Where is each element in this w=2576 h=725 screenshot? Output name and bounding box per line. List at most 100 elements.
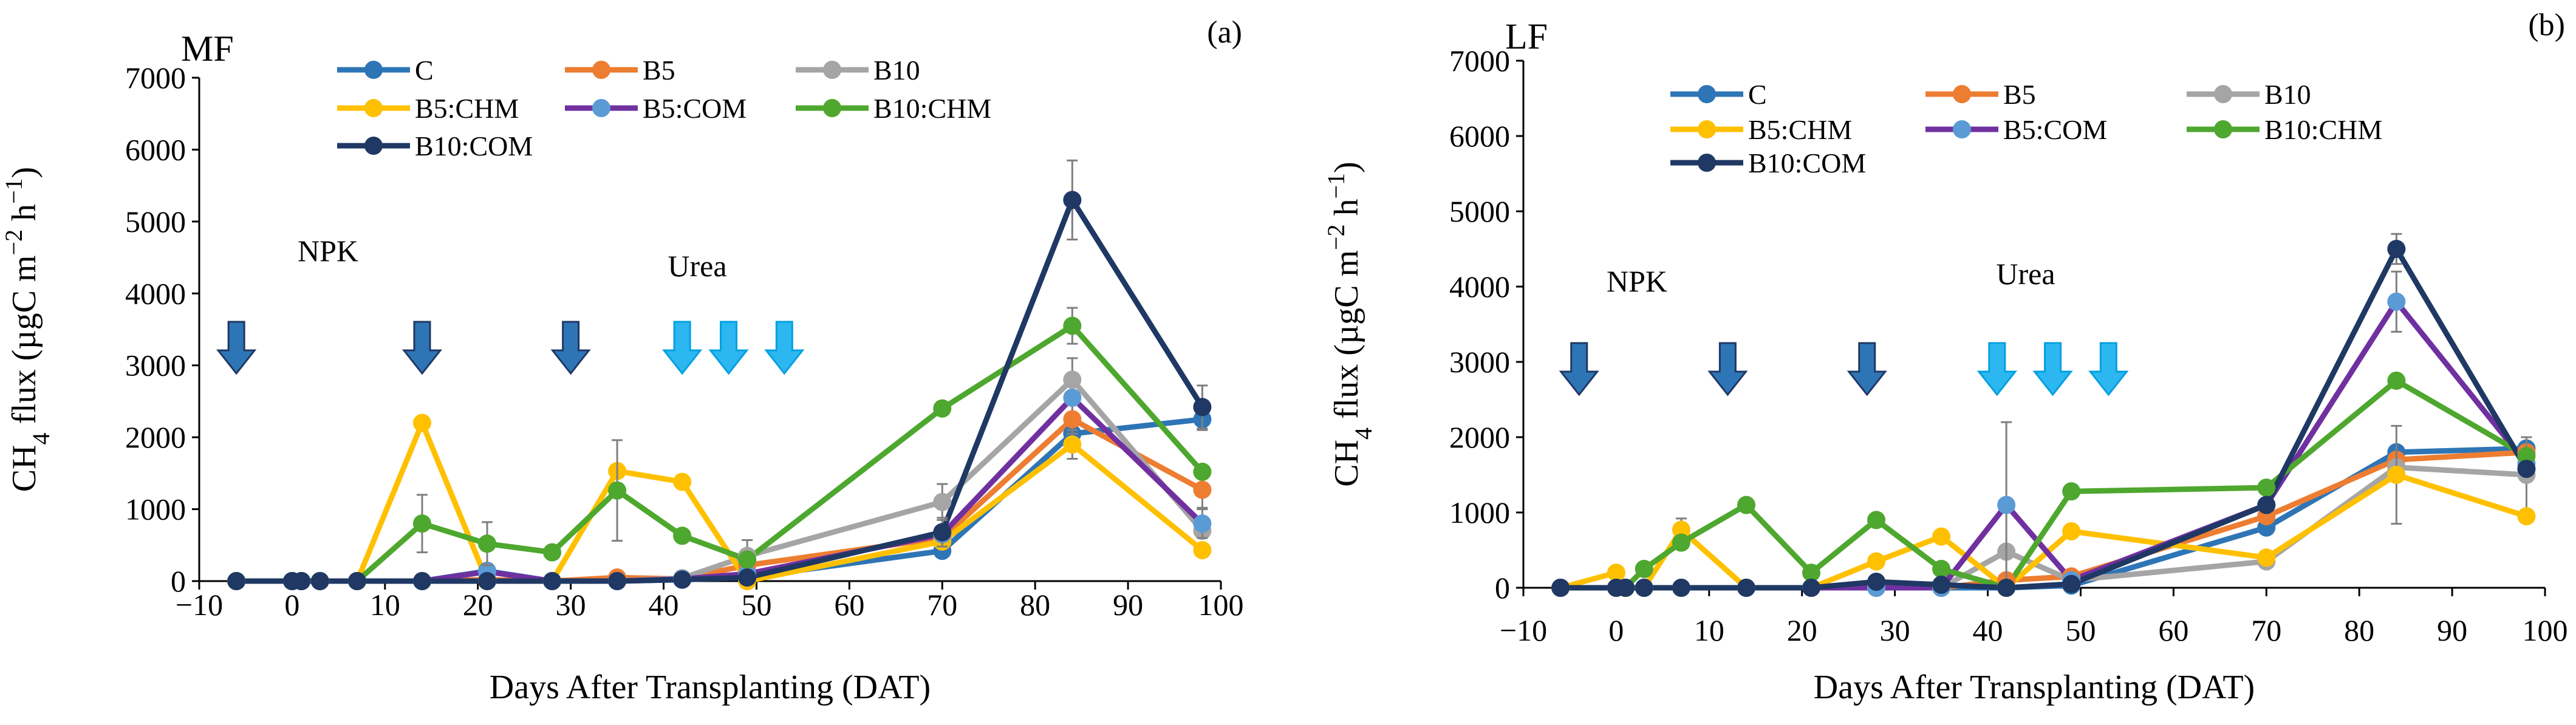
y-tick-label: 6000	[125, 132, 186, 166]
x-axis-title: Days After Transplanting (DAT)	[490, 669, 931, 706]
data-point-b10-chm	[1193, 462, 1212, 481]
urea-label: Urea	[668, 249, 726, 283]
x-tick-label: 80	[2344, 613, 2374, 647]
legend-label-b5-chm: B5:CHM	[1748, 114, 1852, 145]
data-point-b5	[1193, 480, 1212, 499]
series-line-b5-com	[236, 395, 1204, 584]
data-point-b10-com	[1635, 579, 1653, 597]
legend-label-b10: B10	[873, 55, 920, 86]
legend-marker-b10-com	[1698, 154, 1716, 172]
x-axis-title: Days After Transplanting (DAT)	[1814, 669, 2255, 706]
data-point-b10-chm	[1932, 560, 1951, 578]
legend-item-b5-chm: B5:CHM	[1670, 114, 1852, 145]
urea-arrow-icon	[2088, 342, 2129, 397]
data-point-b10-chm	[2517, 447, 2536, 465]
data-point-b10-com	[478, 572, 497, 590]
npk-arrow-icon	[1559, 342, 1599, 397]
data-point-b10-chm	[1737, 495, 1755, 514]
data-point-b10-chm	[933, 399, 952, 418]
legend-item-b10-com: B10:COM	[1670, 148, 1866, 179]
y-tick-label: 1000	[1449, 495, 1510, 529]
legend-marker-b10-chm	[823, 99, 841, 117]
series-line-b5-com	[1560, 299, 2529, 591]
data-point-b10-com	[933, 523, 952, 542]
x-tick-label: 50	[741, 588, 771, 622]
legend-marker-b5-com	[592, 99, 610, 117]
x-tick-label: 40	[1973, 613, 2003, 647]
y-tick-label: 5000	[1449, 194, 1510, 228]
data-point-b10-chm	[608, 481, 627, 500]
data-point-b10-com	[347, 572, 366, 590]
y-tick-label: 0	[1495, 571, 1510, 605]
x-tick-label: 90	[2437, 613, 2467, 647]
data-point-b10	[933, 492, 952, 511]
data-point-b10-chm	[1672, 533, 1690, 552]
legend-item-b10: B10	[2187, 79, 2311, 110]
legend-marker-b10	[2214, 85, 2232, 103]
panel-letter: (a)	[1207, 15, 1242, 50]
urea-arrow-icon	[2032, 342, 2073, 397]
urea-label: Urea	[1996, 257, 2055, 291]
y-tick-label: 0	[171, 564, 186, 598]
data-point-b10-com	[227, 572, 246, 590]
y-tick-label: 3000	[125, 349, 186, 383]
legend-item-b10-chm: B10:CHM	[2187, 114, 2382, 145]
x-tick-label: 20	[1787, 613, 1817, 647]
y-tick-label: 4000	[125, 276, 186, 310]
data-point-b5-chm	[1932, 527, 1951, 546]
data-point-b5-com	[2387, 292, 2406, 311]
legend-label-b5-com: B5:COM	[2003, 114, 2107, 145]
panel-b: 0 1000 2000 3000 4000 5000 6000 7000 −10 0 10 20 30 4…	[1322, 8, 2568, 706]
data-point-b5-chm	[2517, 507, 2536, 526]
data-point-b10-com	[1997, 579, 2016, 597]
x-tick-label: 100	[1198, 588, 1244, 622]
panel-title: LF	[1505, 16, 1548, 56]
y-tick-label: 6000	[1449, 119, 1510, 153]
y-tick-label: 2000	[125, 420, 186, 454]
data-point-b10-com	[1616, 579, 1635, 597]
legend-item-b5-com: B5:COM	[565, 93, 746, 124]
data-point-b10-com	[1193, 398, 1212, 417]
legend-marker-b5-chm	[1698, 120, 1716, 138]
x-tick-label: 90	[1113, 588, 1143, 622]
data-point-b10-chm	[738, 550, 757, 569]
data-point-b5-chm	[1672, 520, 1690, 539]
x-tick-label: 40	[649, 588, 679, 622]
legend-label-c: C	[415, 55, 434, 86]
data-point-b10-com	[1672, 579, 1690, 597]
legend-label-b10-chm: B10:CHM	[873, 93, 991, 124]
urea-arrow-icon	[708, 321, 749, 375]
legend-marker-b5-com	[1953, 120, 1971, 138]
data-point-b10-com	[2257, 495, 2276, 514]
x-tick-label: 70	[927, 588, 957, 622]
data-point-b10-com	[412, 572, 431, 590]
x-tick-label: 20	[463, 588, 493, 622]
x-tick-label: 70	[2251, 613, 2281, 647]
legend-marker-c	[1698, 85, 1716, 103]
x-tick-label: 30	[1880, 613, 1910, 647]
legend-label-b10: B10	[2264, 79, 2311, 110]
legend-item-b10: B10	[796, 55, 920, 86]
data-point-b10-com	[310, 572, 329, 590]
data-point-b10-chm	[1867, 511, 1886, 529]
legend-item-b5-chm: B5:CHM	[337, 93, 519, 124]
x-tick-label: 0	[284, 588, 299, 622]
legend-item-b10-com: B10:COM	[337, 131, 533, 162]
data-point-b5-chm	[2062, 522, 2081, 540]
data-point-b10-com	[1932, 576, 1951, 594]
y-axis-title: CH4 flux (µgC m−2 h−1)	[0, 167, 55, 492]
data-point-b10-com	[1867, 573, 1886, 591]
npk-arrow-icon	[1707, 342, 1748, 397]
x-tick-label: −10	[176, 588, 223, 622]
legend-label-b10-com: B10:COM	[1748, 148, 1866, 179]
legend-item-b5: B5	[565, 55, 675, 86]
data-point-b10-chm	[2062, 482, 2081, 501]
data-point-b10-chm	[2257, 478, 2276, 497]
legend-label-b5: B5	[643, 55, 675, 86]
data-point-b5-com	[1193, 514, 1212, 533]
panel-letter: (b)	[2528, 8, 2565, 43]
x-tick-label: −10	[1500, 613, 1547, 647]
legend-item-b5-com: B5:COM	[1925, 114, 2107, 145]
data-point-b10	[1063, 370, 1082, 389]
